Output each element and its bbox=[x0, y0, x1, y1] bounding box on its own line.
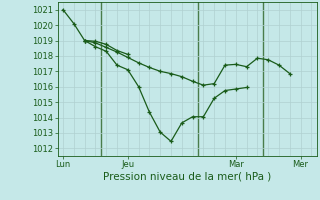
X-axis label: Pression niveau de la mer( hPa ): Pression niveau de la mer( hPa ) bbox=[103, 172, 271, 182]
